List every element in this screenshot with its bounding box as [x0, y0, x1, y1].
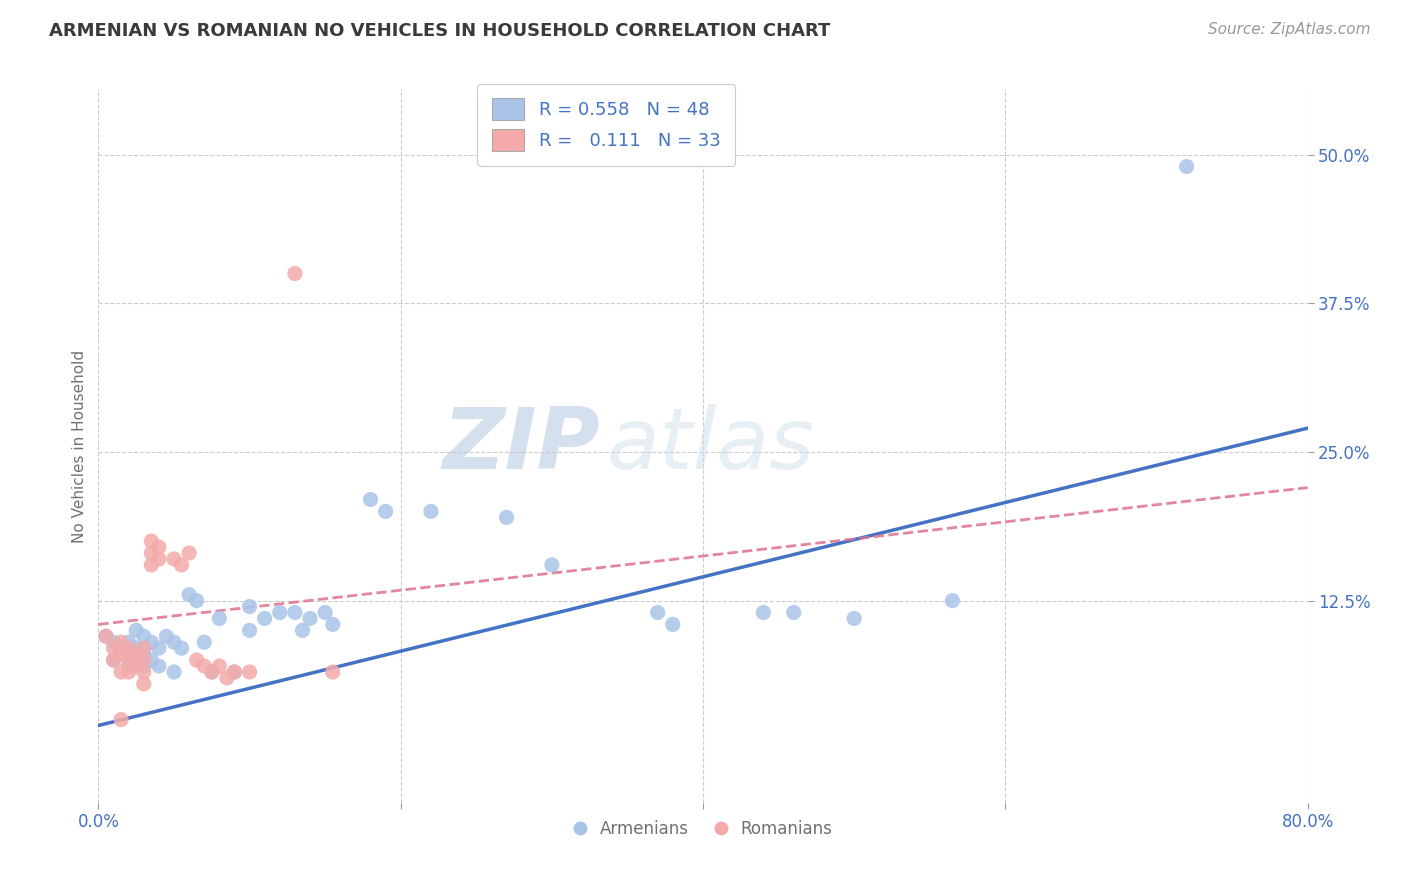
Point — [118, 659, 141, 673]
Point — [125, 653, 148, 667]
Point — [284, 606, 307, 620]
Point — [110, 713, 132, 727]
Point — [141, 558, 163, 572]
Point — [148, 552, 170, 566]
Point — [420, 504, 443, 518]
Point — [103, 653, 125, 667]
Point — [132, 629, 155, 643]
Point — [752, 606, 775, 620]
Point — [94, 629, 117, 643]
Point — [284, 267, 307, 281]
Point — [360, 492, 382, 507]
Point — [193, 635, 215, 649]
Point — [110, 635, 132, 649]
Point — [215, 671, 238, 685]
Point — [179, 588, 201, 602]
Text: ARMENIAN VS ROMANIAN NO VEHICLES IN HOUSEHOLD CORRELATION CHART: ARMENIAN VS ROMANIAN NO VEHICLES IN HOUS… — [49, 22, 831, 40]
Point — [103, 635, 125, 649]
Point — [239, 665, 262, 679]
Point — [322, 665, 344, 679]
Point — [110, 665, 132, 679]
Point — [844, 611, 866, 625]
Point — [132, 677, 155, 691]
Point — [193, 659, 215, 673]
Point — [132, 647, 155, 661]
Point — [118, 635, 141, 649]
Point — [110, 641, 132, 656]
Legend: Armenians, Romanians: Armenians, Romanians — [567, 814, 839, 845]
Point — [163, 552, 186, 566]
Point — [540, 558, 562, 572]
Point — [224, 665, 246, 679]
Point — [941, 593, 963, 607]
Point — [94, 629, 117, 643]
Point — [179, 546, 201, 560]
Point — [186, 653, 208, 667]
Point — [125, 659, 148, 673]
Point — [103, 653, 125, 667]
Point — [141, 546, 163, 560]
Point — [110, 647, 132, 661]
Point — [125, 624, 148, 638]
Text: ZIP: ZIP — [443, 404, 600, 488]
Point — [201, 665, 224, 679]
Point — [208, 611, 231, 625]
Point — [647, 606, 669, 620]
Point — [103, 641, 125, 656]
Point — [239, 624, 262, 638]
Point — [291, 624, 314, 638]
Point — [163, 635, 186, 649]
Text: Source: ZipAtlas.com: Source: ZipAtlas.com — [1208, 22, 1371, 37]
Point — [141, 534, 163, 549]
Point — [132, 659, 155, 673]
Point — [374, 504, 396, 518]
Point — [208, 659, 231, 673]
Point — [299, 611, 322, 625]
Point — [201, 665, 224, 679]
Point — [322, 617, 344, 632]
Point — [495, 510, 517, 524]
Point — [1175, 160, 1198, 174]
Point — [783, 606, 806, 620]
Point — [132, 641, 155, 656]
Point — [132, 653, 155, 667]
Y-axis label: No Vehicles in Household: No Vehicles in Household — [72, 350, 87, 542]
Point — [118, 647, 141, 661]
Text: atlas: atlas — [606, 404, 814, 488]
Point — [141, 635, 163, 649]
Point — [125, 647, 148, 661]
Point — [163, 665, 186, 679]
Point — [148, 540, 170, 554]
Point — [141, 653, 163, 667]
Point — [314, 606, 336, 620]
Point — [170, 558, 193, 572]
Point — [239, 599, 262, 614]
Point — [148, 641, 170, 656]
Point — [170, 641, 193, 656]
Point — [661, 617, 683, 632]
Point — [118, 665, 141, 679]
Point — [269, 606, 291, 620]
Point — [186, 593, 208, 607]
Point — [125, 641, 148, 656]
Point — [148, 659, 170, 673]
Point — [118, 653, 141, 667]
Point — [132, 665, 155, 679]
Point — [155, 629, 177, 643]
Point — [253, 611, 276, 625]
Point — [118, 641, 141, 656]
Point — [224, 665, 246, 679]
